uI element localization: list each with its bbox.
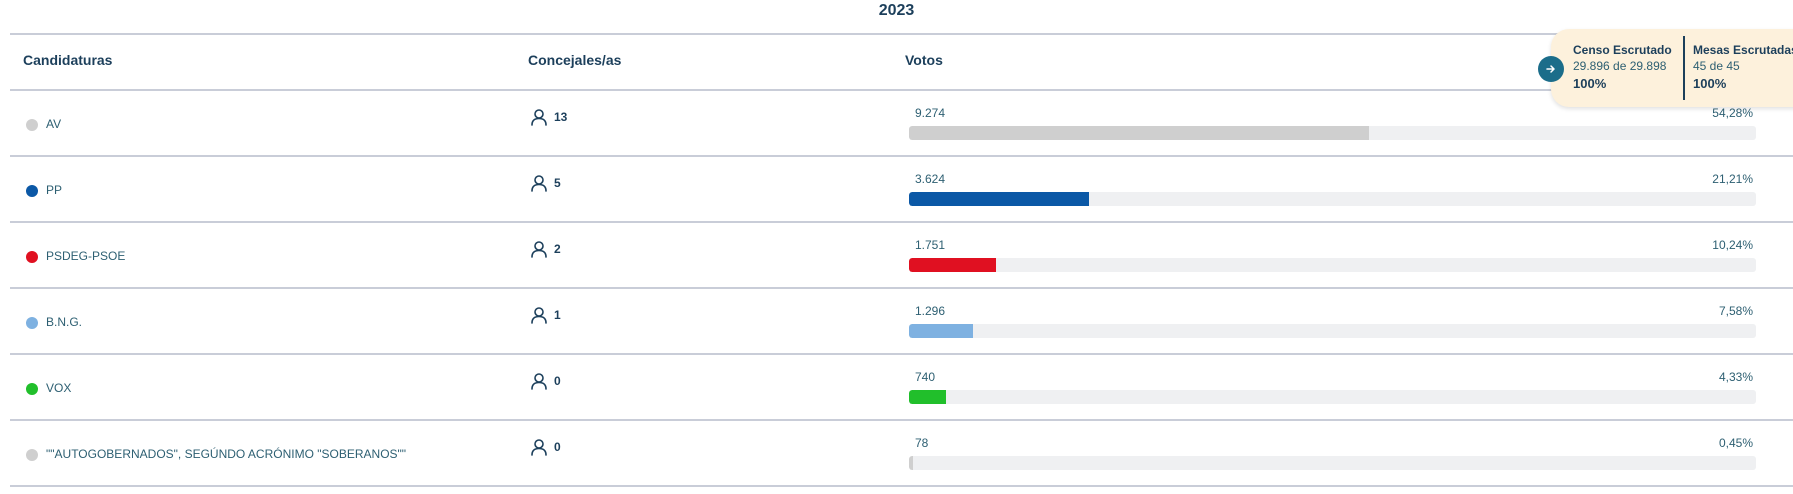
census-scrutiny: Censo Escrutado 29.896 de 29.898 100%: [1573, 43, 1672, 91]
votes-bar-track: [909, 390, 1756, 404]
tables-scrutiny: Mesas Escrutadas 45 de 45 100%: [1693, 43, 1793, 91]
votes-percent: 7,58%: [1718, 304, 1753, 318]
seats-count: 0: [554, 374, 561, 388]
table-row[interactable]: PP 5 3.624 21,21%: [10, 157, 1793, 223]
party-name: PP: [46, 183, 63, 197]
votes-percent: 0,45%: [1718, 436, 1753, 450]
party-name: VOX: [46, 381, 72, 395]
seats-cell: 5: [530, 174, 561, 192]
seats-cell: 1: [530, 306, 561, 324]
seats-cell: 2: [530, 240, 561, 258]
header-candidates: Candidaturas: [23, 52, 113, 68]
votes-bar-track: [909, 258, 1756, 272]
votes-percent: 21,21%: [1712, 172, 1753, 186]
party-color-dot: [26, 119, 38, 131]
person-icon: [531, 175, 547, 192]
census-title: Censo Escrutado: [1573, 43, 1672, 57]
votes-count: 78: [915, 436, 929, 450]
votes-bar-track: [909, 324, 1756, 338]
person-icon: [531, 241, 547, 258]
census-detail: 29.896 de 29.898: [1573, 59, 1667, 73]
tables-percent: 100%: [1693, 76, 1727, 91]
seats-cell: 13: [530, 108, 567, 126]
votes-count: 9.274: [915, 106, 946, 120]
seats-count: 1: [554, 308, 561, 322]
header-seats: Concejales/as: [528, 52, 622, 68]
votes-bar-track: [909, 192, 1756, 206]
table-row[interactable]: VOX 0 740 4,33%: [10, 355, 1793, 421]
table-body: AV 13 9.274 54,28% PP 5 3.624 21,21%: [10, 91, 1793, 487]
votes-bar-track: [909, 126, 1756, 140]
votes-count: 3.624: [915, 172, 946, 186]
party-name: ""AUTOGOBERNADOS", SEGÚNDO ACRÓNIMO "SOB…: [46, 447, 407, 461]
table-row[interactable]: AV 13 9.274 54,28%: [10, 91, 1793, 157]
votes-bar-fill: [909, 258, 996, 272]
table-row[interactable]: PSDEG-PSOE 2 1.751 10,24%: [10, 223, 1793, 289]
person-icon: [531, 307, 547, 324]
party-color-dot: [26, 383, 38, 395]
party-color-dot: [26, 449, 38, 461]
party-color-dot: [26, 251, 38, 263]
votes-bar-track: [909, 456, 1756, 470]
table-header: Candidaturas Concejales/as Votos: [10, 33, 1793, 91]
party-name: AV: [46, 117, 62, 131]
party-name: B.N.G.: [46, 315, 83, 329]
votes-bar-fill: [909, 324, 974, 338]
votes-percent: 54,28%: [1712, 106, 1753, 120]
person-icon: [531, 109, 547, 126]
results-table: Candidaturas Concejales/as Votos AV 13 9…: [10, 33, 1793, 487]
seats-cell: 0: [530, 438, 561, 456]
scrutiny-toggle-button[interactable]: [1538, 56, 1564, 82]
votes-percent: 10,24%: [1712, 238, 1753, 252]
seats-cell: 0: [530, 372, 561, 390]
votes-percent: 4,33%: [1718, 370, 1753, 384]
votes-count: 1.751: [915, 238, 946, 252]
votes-count: 740: [915, 370, 936, 384]
arrow-right-icon: [1546, 65, 1555, 73]
votes-count: 1.296: [915, 304, 946, 318]
person-icon: [531, 373, 547, 390]
seats-count: 0: [554, 440, 561, 454]
party-name: PSDEG-PSOE: [46, 249, 126, 263]
votes-bar-fill: [909, 192, 1089, 206]
header-votes: Votos: [905, 52, 943, 68]
scrutiny-divider: [1683, 36, 1685, 100]
year-title: 2023: [878, 2, 915, 19]
scrutiny-panel: Censo Escrutado 29.896 de 29.898 100% Me…: [1551, 29, 1793, 107]
tables-detail: 45 de 45: [1693, 59, 1740, 73]
census-percent: 100%: [1573, 76, 1607, 91]
table-row[interactable]: B.N.G. 1 1.296 7,58%: [10, 289, 1793, 355]
table-row[interactable]: ""AUTOGOBERNADOS", SEGÚNDO ACRÓNIMO "SOB…: [10, 421, 1793, 487]
party-color-dot: [26, 317, 38, 329]
tables-title: Mesas Escrutadas: [1693, 43, 1793, 57]
votes-bar-fill: [909, 456, 913, 470]
seats-count: 13: [554, 110, 568, 124]
seats-count: 2: [554, 242, 561, 256]
votes-bar-fill: [909, 390, 946, 404]
person-icon: [531, 439, 547, 456]
seats-count: 5: [554, 176, 561, 190]
party-color-dot: [26, 185, 38, 197]
votes-bar-fill: [909, 126, 1369, 140]
